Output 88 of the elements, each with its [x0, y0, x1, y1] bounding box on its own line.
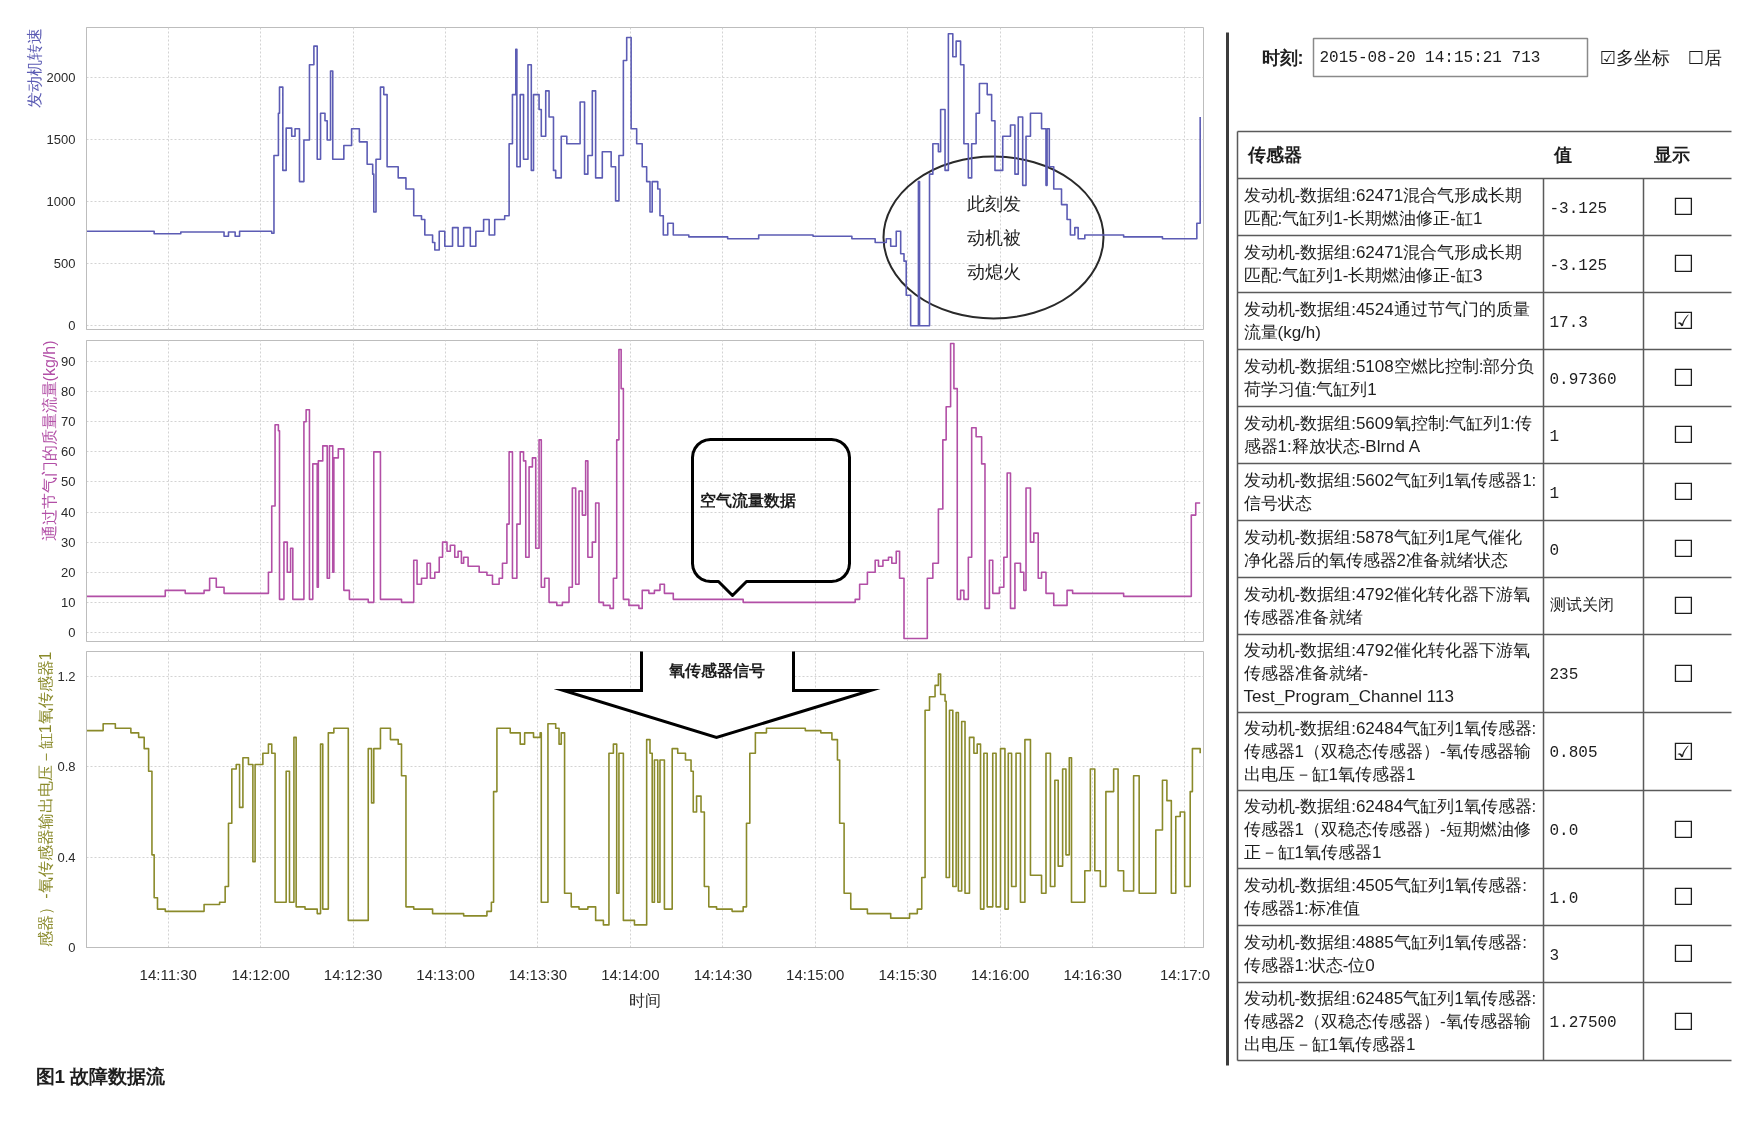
text: 发动机-数据组:62484气缸列1氧传感器:传感器1（双稳态传感器）-氧传感器输出电压－缸1氧传感器1: [1243, 718, 1537, 785]
text: ☐: [1672, 815, 1695, 844]
text: ☐: [1672, 659, 1695, 688]
text: 17.3: [1549, 313, 1588, 332]
annotation: 氧传感器信号: [667, 662, 765, 679]
x-tick-label: 14:16:30: [1063, 965, 1122, 983]
text: 发动机-数据组:5602气缸列1氧传感器1:信号状态: [1243, 470, 1537, 514]
y-tick-label: 0.8: [57, 759, 76, 775]
text: ☐: [1672, 250, 1695, 278]
text: 3: [1549, 946, 1560, 965]
y-axis-title: 发动机转速: [25, 27, 43, 108]
x-axis-title: 时间: [629, 991, 661, 1009]
text: 发动机-数据组:62471混合气形成长期匹配:气缸列1-长期燃油修正-缸1: [1243, 185, 1523, 229]
text: 发动机-数据组:4792催化转化器下游氧传感器准备就绪: [1243, 584, 1530, 628]
x-tick-label: 14:12:30: [323, 965, 383, 983]
text: ☐: [1672, 883, 1695, 911]
text: ☐: [1672, 193, 1695, 221]
y-tick-label: 50: [61, 474, 76, 490]
y-tick-label: 20: [61, 564, 76, 580]
text: 发动机-数据组:5108空燃比控制:部分负荷学习值:气缸列1: [1243, 356, 1535, 400]
y-axis-title: 通过节气门的质量流量(kg/h): [40, 340, 58, 542]
annotation: 空气流量数据: [699, 491, 796, 509]
text: 0.97360: [1549, 370, 1617, 389]
y-tick-label: 0.4: [57, 849, 76, 865]
text: 时刻:: [1261, 47, 1304, 68]
text: 发动机-数据组:62471混合气形成长期匹配:气缸列1-长期燃油修正-缸3: [1243, 242, 1523, 286]
text: 0.805: [1549, 744, 1598, 762]
text: ☐: [1672, 940, 1695, 968]
text: 1.0: [1549, 889, 1579, 908]
category-label: 显示: [1652, 145, 1690, 165]
text: 发动机-数据组:4792催化转化器下游氧传感器准备就绪-Test_Program_Channel 113: [1243, 640, 1530, 707]
text: ☑多坐标: [1599, 47, 1670, 68]
text: 235: [1549, 666, 1579, 684]
text: ☐: [1672, 592, 1695, 620]
y-tick-label: 1.2: [57, 668, 76, 684]
x-tick-label: 14:13:00: [416, 965, 475, 983]
x-tick-label: 14:14:00: [601, 965, 660, 983]
text: ☐: [1672, 1007, 1695, 1036]
x-tick-label: 14:14:30: [693, 965, 753, 983]
y-tick-label: 0: [68, 624, 76, 640]
category-label: 值: [1552, 145, 1572, 165]
text: 发动机-数据组:4885气缸列1氧传感器:传感器1:状态-位0: [1243, 932, 1527, 976]
x-tick-label: 14:15:30: [878, 965, 937, 983]
y-tick-label: 500: [53, 256, 76, 272]
category-label: 传感器: [1246, 145, 1302, 165]
text: 发动机-数据组:5609氧控制:气缸列1:传感器1:释放状态-Blrnd A: [1243, 413, 1532, 457]
text: -3.125: [1549, 256, 1608, 275]
y-tick-label: 60: [61, 444, 76, 460]
x-tick-label: 14:12:00: [231, 965, 290, 983]
text: 发动机-数据组:4505气缸列1氧传感器:传感器1:标准值: [1243, 875, 1527, 919]
x-tick-label: 14:17:0: [1159, 965, 1210, 983]
y-axis-title: 感器）-氧传感器输出电压－缸1氧传感器1: [36, 651, 54, 947]
text: ☐居: [1687, 47, 1722, 68]
y-tick-label: 70: [61, 414, 76, 430]
text: 2015-08-20 14:15:21 713: [1319, 48, 1541, 67]
text: -3.125: [1549, 199, 1608, 218]
y-tick-label: 0: [68, 318, 76, 334]
y-tick-label: 90: [61, 354, 76, 370]
text: ☑: [1672, 737, 1695, 766]
text: ☐: [1672, 535, 1695, 563]
text: ☐: [1672, 421, 1695, 449]
text: 发动机-数据组:4524通过节气门的质量流量(kg/h): [1243, 299, 1530, 343]
text: ☑: [1672, 307, 1695, 335]
x-tick-label: 14:13:30: [508, 965, 568, 983]
x-tick-label: 14:15:00: [786, 965, 845, 983]
text: 测试关闭: [1549, 597, 1614, 615]
text: 发动机-数据组:62484气缸列1氧传感器:传感器1（双稳态传感器）-短期燃油修正－缸1氧传感器1: [1243, 796, 1537, 863]
text: ☐: [1672, 364, 1695, 392]
text: 1: [1549, 484, 1560, 503]
y-tick-label: 80: [61, 384, 76, 400]
text: ☐: [1672, 478, 1695, 506]
y-tick-label: 1000: [46, 193, 76, 209]
text: 1.27500: [1549, 1014, 1617, 1032]
y-tick-label: 0: [68, 940, 76, 955]
y-tick-label: 40: [61, 504, 76, 520]
text: 0: [1549, 541, 1560, 560]
y-tick-label: 10: [61, 594, 76, 610]
x-tick-label: 14:16:00: [970, 965, 1030, 983]
annotation: 此刻发动机被动熄火: [966, 193, 1021, 282]
caption: 图1 故障数据流: [35, 1065, 167, 1087]
text: 发动机-数据组:62485气缸列1氧传感器:传感器2（双稳态传感器）-氧传感器输出电压－缸1氧传感器1: [1243, 988, 1537, 1055]
y-tick-label: 30: [61, 534, 76, 550]
text: 0.0: [1549, 822, 1579, 840]
x-tick-label: 14:11:30: [139, 965, 197, 983]
y-tick-label: 1500: [46, 131, 76, 147]
text: 1: [1549, 427, 1560, 446]
text: 发动机-数据组:5878气缸列1尾气催化净化器后的氧传感器2准备就绪状态: [1243, 527, 1523, 571]
y-tick-label: 2000: [46, 69, 76, 85]
